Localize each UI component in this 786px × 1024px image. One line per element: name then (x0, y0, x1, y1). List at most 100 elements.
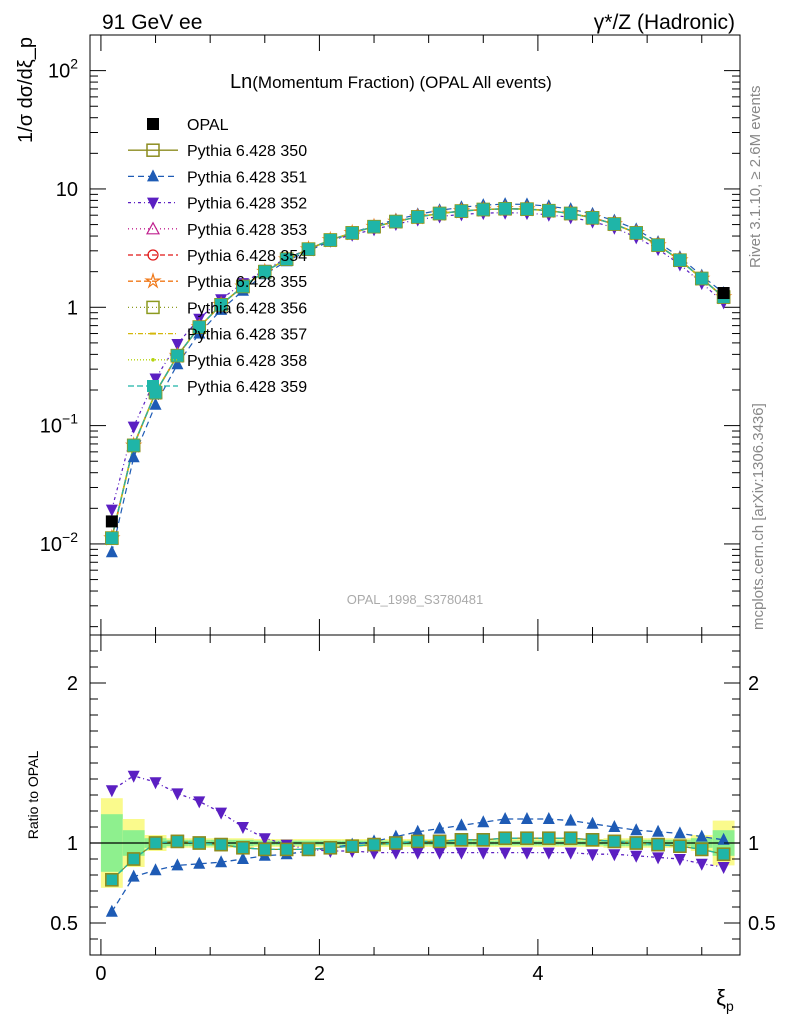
ratio-point-2 (564, 847, 577, 860)
ratio-point-2 (236, 822, 249, 834)
y-tick-label: 1 (67, 297, 78, 319)
header-right: γ*/Z (Hadronic) (594, 11, 735, 34)
ratio-point-3 (127, 853, 140, 865)
ratio-point-2 (652, 852, 665, 865)
ratio-point-3 (149, 837, 162, 849)
watermark: OPAL_1998_S3780481 (347, 592, 483, 607)
legend-marker (147, 380, 159, 392)
ratio-point-1 (411, 824, 424, 837)
ratio-point-1 (608, 820, 621, 832)
series-point-9 (389, 215, 402, 228)
ratio-y-tick-label-right: 0.5 (748, 913, 776, 935)
ratio-point-1 (652, 824, 665, 837)
series-point-9 (433, 207, 446, 220)
ratio-x-tick-label: 0 (95, 963, 106, 985)
ratio-point-2 (608, 849, 621, 862)
ratio-point-3 (215, 838, 228, 851)
ratio-point-1 (433, 821, 446, 834)
ratio-point-3 (258, 843, 271, 856)
ratio-point-overlay (105, 873, 119, 887)
ratio-y-tick-label: 2 (67, 673, 78, 695)
ratio-point-1 (520, 812, 533, 824)
series-point-9 (477, 203, 490, 216)
ratio-ticks: 0.5 0.5 1 1 2 2 0 2 4 (50, 634, 776, 985)
ratio-point-3 (630, 837, 643, 849)
legend-marker (150, 332, 156, 335)
legend: OPAL Pythia 6.428 350 Pythia 6.428 351 Pyth… (128, 117, 307, 396)
ratio-point-overlay (301, 842, 316, 857)
y-tick-label: 10 (56, 179, 78, 201)
ratio-point-overlay (629, 836, 643, 850)
ratio-series (105, 770, 731, 917)
ratio-point-2 (455, 847, 468, 860)
ratio-point-3 (499, 832, 512, 845)
ratio-point-overlay (454, 833, 469, 847)
main-ylabel-text: 1/σ dσ/dξ_p (15, 37, 37, 143)
series-point-1 (171, 357, 184, 370)
ratio-xlabel: ξp (716, 985, 734, 1014)
ratio-y-tick-label: 0.5 (50, 913, 78, 935)
legend-label: Pythia 6.428 355 (187, 274, 307, 291)
series-point-9 (215, 298, 228, 311)
ratio-panel: 0.5 0.5 1 1 2 2 0 2 4 Ratio to OPAL ξp (25, 634, 776, 1014)
ratio-point-3 (433, 835, 446, 848)
series-point-9 (346, 226, 359, 239)
series-point-9 (411, 210, 424, 223)
ratio-point-3 (368, 838, 381, 851)
ratio-point-overlay (389, 836, 403, 850)
series-point-9 (673, 254, 686, 267)
legend-label: Pythia 6.428 359 (187, 379, 307, 396)
main-title-rest: (Momentum Fraction) (OPAL All events) (252, 73, 551, 92)
series-point-9 (695, 272, 708, 285)
y-tick-label: 10−1 (40, 411, 78, 438)
main-series (103, 197, 733, 558)
ratio-point-3 (302, 843, 315, 856)
ratio-point-overlay (214, 837, 228, 852)
main-ylabel: 1/σ dσ/dξ_p (15, 37, 37, 143)
legend-label: OPAL (187, 117, 229, 134)
ratio-point-1 (673, 826, 686, 839)
ratio-point-overlay (476, 833, 491, 847)
series-point-1 (127, 450, 140, 463)
ratio-point-1 (499, 812, 512, 824)
ratio-point-1 (171, 858, 184, 871)
series-point-2 (127, 421, 140, 434)
ratio-point-2 (542, 847, 555, 860)
ratio-point-3 (564, 832, 577, 845)
ratio-point-3 (717, 848, 730, 861)
ratio-y-tick-label-right: 2 (748, 673, 759, 695)
main-title-prefix: Ln (230, 71, 252, 93)
ratio-point-1 (564, 813, 577, 826)
ratio-point-2 (127, 770, 140, 783)
ratio-line-1 (111, 818, 724, 913)
data-point (105, 515, 118, 528)
ratio-point-1 (695, 829, 708, 842)
ratio-point-1 (149, 863, 162, 876)
ratio-point-overlay (126, 852, 141, 866)
ratio-point-3 (673, 840, 686, 853)
series-point-9 (258, 265, 271, 278)
ratio-point-1 (630, 823, 643, 836)
ratio-point-overlay (651, 837, 665, 852)
ratio-point-overlay (432, 834, 447, 849)
ratio-point-3 (652, 838, 665, 851)
legend-label: Pythia 6.428 351 (187, 169, 307, 186)
ratio-point-1 (127, 869, 140, 882)
legend-label: Pythia 6.428 353 (187, 222, 307, 239)
series-point-9 (542, 204, 555, 217)
y-tick-label-base: 10 (40, 534, 62, 556)
legend-marker (144, 272, 162, 289)
legend-label: Pythia 6.428 356 (187, 300, 307, 317)
ratio-point-overlay (542, 831, 556, 845)
ratio-x-tick-label: 4 (532, 963, 543, 985)
ratio-point-1 (455, 818, 468, 831)
series-point-9 (608, 218, 621, 231)
series-point-9 (127, 439, 140, 452)
legend-label: Pythia 6.428 358 (187, 353, 307, 370)
legend-marker (146, 143, 160, 157)
ratio-point-overlay (498, 831, 512, 845)
ratio-point-overlay (279, 842, 294, 857)
ratio-point-overlay (673, 839, 687, 853)
ratio-point-1 (586, 816, 599, 829)
